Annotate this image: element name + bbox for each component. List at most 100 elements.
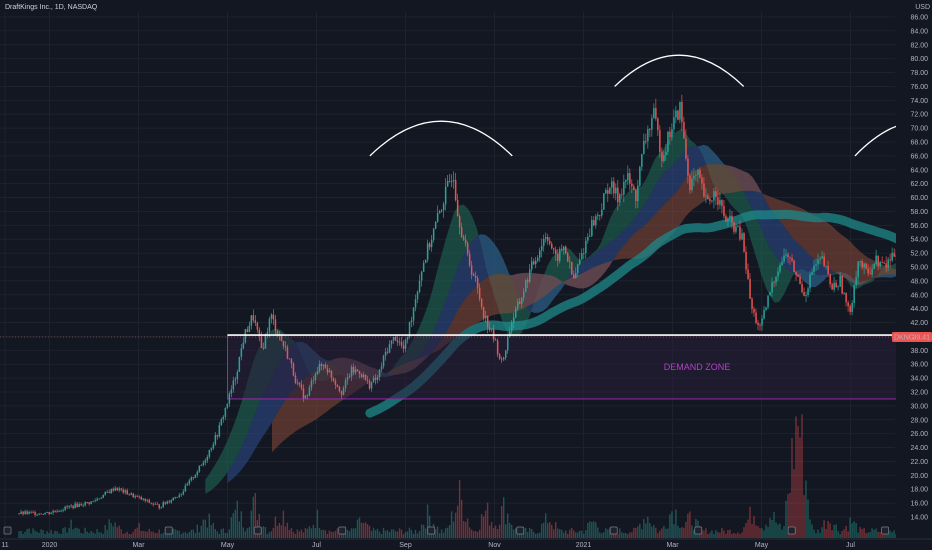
price-tick-label: 56.00 <box>910 223 928 230</box>
candle-body <box>743 233 745 252</box>
candle-body <box>727 218 729 222</box>
candle-body <box>893 252 895 257</box>
volume-bar <box>336 528 339 538</box>
demand-zone-box[interactable] <box>227 334 932 400</box>
volume-bar <box>334 530 337 538</box>
candle-body <box>434 221 437 229</box>
volume-bar <box>615 531 617 538</box>
volume-bar <box>408 527 411 538</box>
price-tick-label: 46.00 <box>910 292 928 299</box>
volume-bar <box>294 534 297 538</box>
volume-bar <box>875 528 877 538</box>
candle-body <box>695 175 697 176</box>
candle-body <box>306 395 309 397</box>
candle-body <box>358 371 361 374</box>
volume-bar <box>627 534 629 538</box>
candle-body <box>24 511 26 515</box>
volume-bar <box>793 469 795 538</box>
time-axis[interactable]: 112020MarMayJulSepNov2021MarMayJulSepNov… <box>0 538 932 549</box>
volume-bar <box>478 529 481 538</box>
candle-body <box>276 330 279 335</box>
candle-body <box>168 501 170 503</box>
volume-bar <box>869 532 871 538</box>
candle-body <box>783 255 785 262</box>
candle-body <box>446 180 449 187</box>
volume-bar <box>86 531 88 538</box>
volume-bar <box>374 530 377 538</box>
candle-body <box>853 285 855 303</box>
volume-bar <box>625 533 627 538</box>
candle-body <box>246 329 249 333</box>
volume-bar <box>871 528 873 538</box>
price-axis[interactable]: 86.00 84.00 82.00 80.00 78.00 76.00 74.00 72.00… <box>896 0 932 550</box>
volume-bar <box>649 523 651 538</box>
volume-bar <box>306 528 309 538</box>
volume-bar <box>857 532 859 538</box>
candle-body <box>713 191 715 201</box>
candle-body <box>334 380 337 385</box>
volume-bar <box>555 522 557 538</box>
candle-body <box>553 248 555 250</box>
volume-bar <box>238 521 240 538</box>
candle-body <box>607 190 609 194</box>
volume-bar <box>889 530 891 538</box>
candle-body <box>336 384 339 387</box>
candle-body <box>152 503 154 505</box>
volume-bar <box>202 519 204 538</box>
candle-body <box>669 131 671 138</box>
volume-bar <box>472 531 475 538</box>
volume-bar <box>653 525 655 538</box>
price-tick-label: 26.00 <box>910 431 928 438</box>
volume-bar <box>366 524 369 538</box>
volume-bar <box>172 528 174 538</box>
volume-bar <box>56 531 58 538</box>
candle-body <box>617 187 619 203</box>
candle-body <box>210 448 213 450</box>
arc-line <box>369 120 513 157</box>
candle-body <box>264 334 267 349</box>
candle-body <box>771 282 773 293</box>
candle-body <box>454 180 457 201</box>
volume-bar <box>561 529 563 538</box>
volume-bar <box>392 529 395 538</box>
volume-bar <box>841 531 843 538</box>
candle-body <box>328 370 331 373</box>
candle-body <box>344 380 347 389</box>
volume-bar <box>62 528 64 538</box>
volume-bar <box>288 530 291 538</box>
candle-body <box>122 489 124 493</box>
volume-bar <box>729 529 731 538</box>
volume-bar <box>98 532 100 538</box>
candle-body <box>689 175 691 190</box>
volume-bar <box>519 533 521 538</box>
volume-bar <box>454 512 457 538</box>
candle-body <box>104 492 106 495</box>
candle-body <box>386 351 389 353</box>
volume-bar <box>803 495 805 538</box>
candle-body <box>154 503 156 505</box>
candle-body <box>298 382 301 385</box>
time-tick-label: Jul <box>846 542 855 549</box>
current-price-value: 39.41 <box>912 335 930 342</box>
candle-body <box>354 369 357 373</box>
candle-body <box>761 318 763 326</box>
candle-body <box>128 494 130 496</box>
volume-bar <box>777 524 779 538</box>
candle-body <box>258 329 261 337</box>
candle-body <box>629 173 631 184</box>
volume-bar <box>635 528 637 538</box>
volume-bar <box>791 438 793 538</box>
candle-body <box>763 309 765 319</box>
volume-bar <box>324 530 327 538</box>
candle-body <box>22 511 24 515</box>
volume-bar <box>659 530 661 538</box>
candle-body <box>222 416 225 420</box>
volume-bar <box>412 533 415 538</box>
candle-body <box>839 275 841 287</box>
candle-body <box>857 261 859 278</box>
volume-bar <box>675 509 677 538</box>
candle-body <box>569 261 571 263</box>
candle-body <box>376 377 379 380</box>
volume-bar <box>779 523 781 538</box>
